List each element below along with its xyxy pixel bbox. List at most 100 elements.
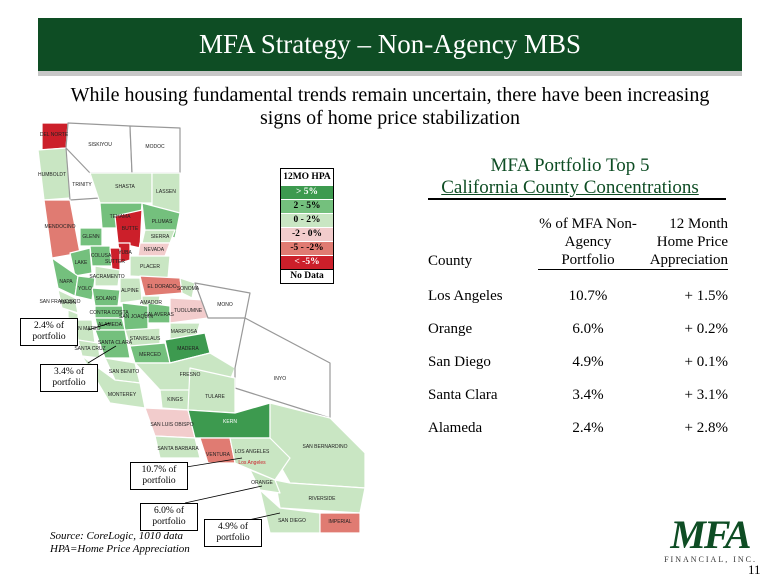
county-label-alameda: ALAMEDA <box>98 322 123 328</box>
county-plumas <box>141 202 181 239</box>
portfolio-title-line1: MFA Portfolio Top 5 <box>490 155 650 176</box>
county-label-siskiyou: SISKIYOU <box>88 142 112 148</box>
county-label-ventura: VENTURA <box>206 452 231 458</box>
county-label-mariposa: MARIPOSA <box>171 329 198 335</box>
county-label-inyo: INYO <box>274 376 286 382</box>
legend-item-lt-neg5: < -5% <box>281 255 333 269</box>
county-label-santa-cruz: SANTA CRUZ <box>74 346 105 352</box>
county-label-lassen: LASSEN <box>156 189 176 195</box>
header-pct: % of MFA Non-Agency Portfolio <box>538 216 638 270</box>
header-hpa: 12 Month Home Price Appreciation <box>633 215 728 270</box>
source-note: Source: CoreLogic, 1010 data HPA=Home Pr… <box>50 530 190 556</box>
county-santa-clara <box>94 329 131 359</box>
callout-line-los-angeles <box>179 457 243 469</box>
legend-item-no-data: No Data <box>281 269 333 283</box>
callout-line-alameda <box>87 322 111 331</box>
slide-subtitle: While housing fundamental trends remain … <box>70 84 710 129</box>
legend-item-2-5: 2 - 5% <box>281 199 333 213</box>
county-label-monterey: MONTEREY <box>108 392 137 398</box>
county-santa-barbara <box>154 435 201 459</box>
county-label-los-angeles: LOS ANGELES <box>235 449 270 455</box>
county-label-butte: BUTTE <box>122 226 139 232</box>
cell-county: Alameda <box>428 420 483 436</box>
table-row: Alameda 2.4% + 2.8% <box>428 420 728 453</box>
county-label-nevada: NEVADA <box>144 247 165 253</box>
county-label-shasta: SHASTA <box>115 184 135 190</box>
cell-hpa: + 0.2% <box>684 321 728 337</box>
slide-title: MFA Strategy – Non-Agency MBS <box>199 29 581 59</box>
cell-county: Santa Clara <box>428 387 498 403</box>
county-label-del-norte: DEL NORTE <box>40 132 69 138</box>
county-label-sierra: SIERRA <box>151 234 170 240</box>
county-label-solano: SOLANO <box>96 296 117 302</box>
county-marin <box>57 289 79 314</box>
county-yolo <box>94 265 121 287</box>
county-label-santa-clara: SANTA CLARA <box>98 340 133 346</box>
county-label-tuolumne: TUOLUMNE <box>174 308 203 314</box>
county-label-sonoma: NAPA <box>59 279 73 285</box>
cell-hpa: + 3.1% <box>684 387 728 403</box>
county-label-san-luis-obispo: SAN LUIS OBISPO <box>150 422 193 428</box>
county-label-plumas: PLUMAS <box>152 219 173 225</box>
cell-county: Los Angeles <box>428 288 503 304</box>
county-label-el-dorado: EL DORADO <box>147 284 176 290</box>
mfa-logo: MFA FINANCIAL, INC. <box>655 512 765 565</box>
legend-item-neg5-neg2: -5 - -2% <box>281 241 333 255</box>
legend-item-0-2: 0 - 2% <box>281 213 333 227</box>
county-alpine <box>179 277 196 299</box>
county-los-angeles <box>229 437 291 481</box>
hpa-legend: 12MO HPA > 5% 2 - 5% 0 - 2% -2 - 0% -5 -… <box>280 168 334 284</box>
table-row: Orange 6.0% + 0.2% <box>428 321 728 354</box>
county-label-san-bernardino: SAN BERNARDINO <box>302 444 347 450</box>
county-label-fresno: FRESNO <box>180 372 201 378</box>
county-label-marin: MARIN <box>60 300 77 306</box>
callout-line-santa-clara <box>87 345 117 364</box>
county-label-yolo: SACRAMENTO <box>89 274 124 280</box>
county-label-sacramento: ALPINE <box>121 288 139 294</box>
county-label-san-francisco: SAN FRANCISCO <box>39 299 80 305</box>
county-label-san-joaquin: SAN JOAQUIN <box>119 314 153 320</box>
county-label-kern: KERN <box>223 419 237 425</box>
county-label-napa: YOLO <box>78 286 92 292</box>
callout-san-diego: 4.9% of portfolio <box>204 519 262 547</box>
cell-pct: 4.9% <box>572 354 604 370</box>
portfolio-title-rule <box>428 198 726 200</box>
county-label-riverside: RIVERSIDE <box>309 496 337 502</box>
cell-pct: 2.4% <box>572 420 604 436</box>
source-definition: HPA=Home Price Appreciation <box>50 543 190 555</box>
county-orange <box>249 469 281 494</box>
county-label-santa-barbara: SANTA BARBARA <box>157 446 199 452</box>
callout-los-angeles: 10.7% of portfolio <box>130 462 188 490</box>
county-ventura <box>199 437 236 464</box>
callout-alameda: 2.4% of portfolio <box>20 318 78 346</box>
county-label-tehama: TEHAMA <box>110 214 132 220</box>
table-header-row: County % of MFA Non-Agency Portfolio 12 … <box>428 215 728 270</box>
source-line: Source: CoreLogic, 1010 data <box>50 530 184 542</box>
county-riverside <box>274 479 366 514</box>
legend-header: 12MO HPA <box>283 172 331 182</box>
cell-pct: 6.0% <box>572 321 604 337</box>
legend-item-gt5: > 5% <box>281 185 333 199</box>
portfolio-title-line2: California County Concentrations <box>441 177 699 198</box>
portfolio-table: County % of MFA Non-Agency Portfolio 12 … <box>428 215 728 453</box>
legend-item-neg2-0: -2 - 0% <box>281 227 333 241</box>
county-label-stanislaus: STANISLAUS <box>130 336 161 342</box>
county-label-amador: AMADOR <box>140 300 162 306</box>
county-label-contra-costa: CONTRA COSTA <box>89 310 129 316</box>
california-county-map: DEL NORTE SISKIYOU MODOC HUMBOLDT TRINIT… <box>37 122 366 534</box>
county-label-alpine: SONOMA <box>177 286 200 292</box>
callout-santa-clara: 3.4% of portfolio <box>40 364 98 392</box>
cell-hpa: + 2.8% <box>684 420 728 436</box>
county-label-sutter: SUTTER <box>105 259 125 265</box>
county-label-trinity: TRINITY <box>72 182 92 188</box>
county-label-colusa: COLUSA <box>91 253 112 259</box>
title-bar: MFA Strategy – Non-Agency MBS <box>38 18 742 76</box>
table-row: Santa Clara 3.4% + 3.1% <box>428 387 728 420</box>
county-label-san-diego: SAN DIEGO <box>278 518 306 524</box>
callout-line-orange <box>184 485 263 504</box>
county-label-lake: LAKE <box>75 260 88 266</box>
county-napa <box>74 275 96 301</box>
county-label-imperial: IMPERIAL <box>328 519 352 525</box>
logo-mark: MFA <box>670 512 751 557</box>
cell-county: Orange <box>428 321 473 337</box>
